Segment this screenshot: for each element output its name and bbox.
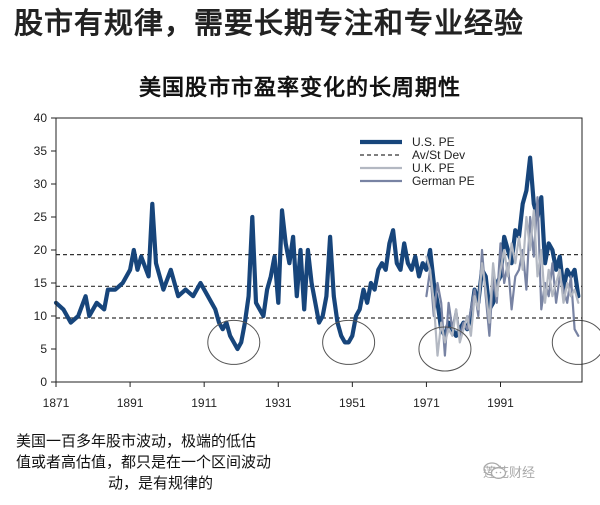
y-tick-labels: 0 5 10 15 20 25 30 35 40 (34, 111, 48, 389)
annotation-circle-2 (418, 326, 472, 372)
y-tick-label: 30 (34, 177, 48, 191)
y-tick-label: 10 (34, 309, 48, 323)
y-tick-label: 35 (34, 144, 48, 158)
chart-panel: 0 5 10 15 20 25 30 35 40 1871 1891 1911 1931 1951 197… (0, 106, 600, 426)
x-tick-label: 1891 (117, 396, 144, 410)
legend-label-2: U.K. PE (412, 161, 455, 175)
legend-label-3: German PE (412, 174, 475, 188)
x-tick-labels: 1871 1891 1911 1931 1951 1971 1991 (43, 396, 515, 410)
x-tick-label: 1931 (265, 396, 292, 410)
x-tick-label: 1871 (43, 396, 70, 410)
chart-title: 美国股市市盈率变化的长周期性 (138, 76, 461, 101)
y-tick-label: 5 (40, 342, 47, 356)
series-lines (53, 155, 581, 357)
annotation-circle-1 (322, 319, 376, 365)
caption: 美国一百多年股市波动，极端的低估 值或者高估值，都只是在一个区间波动 动，是有规… (16, 431, 436, 494)
wechat-icon (483, 462, 507, 479)
annotation-circle-0 (207, 319, 261, 365)
legend-label-0: U.S. PE (412, 135, 455, 149)
y-tick-label: 25 (34, 210, 48, 224)
x-tick-label: 1911 (191, 396, 217, 410)
caption-line-1: 美国一百多年股市波动，极端的低估 (16, 432, 257, 450)
pe-chart: 0 5 10 15 20 25 30 35 40 1871 1891 1911 1931 1951 197… (34, 111, 600, 410)
caption-line-3: 动，是有规律的 (108, 474, 214, 492)
y-tick-label: 15 (34, 276, 48, 290)
x-tick-label: 1971 (413, 396, 440, 410)
axes (51, 117, 583, 387)
x-tick-label: 1991 (487, 396, 514, 410)
caption-line-2: 值或者高估值，都只是在一个区间波动 (16, 453, 272, 471)
series-u-k-pe (425, 209, 580, 357)
y-tick-label: 40 (34, 111, 48, 125)
page-header-title: 股市有规律，需要长期专注和专业经验 (14, 6, 525, 40)
annotation-circle-3 (551, 319, 600, 365)
y-tick-label: 0 (40, 375, 47, 389)
watermark: 莲花财经 (483, 462, 535, 481)
legend-label-1: Av/St Dev (412, 148, 465, 162)
annotation-circles (207, 319, 600, 372)
y-tick-label: 20 (34, 243, 48, 257)
x-tick-label: 1951 (339, 396, 366, 410)
